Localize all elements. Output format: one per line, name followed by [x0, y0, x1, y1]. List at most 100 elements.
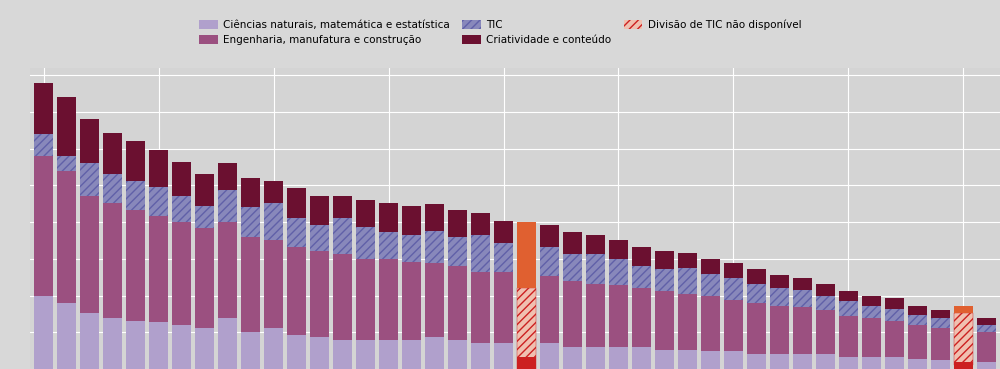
Bar: [172, 196, 191, 222]
Bar: [103, 174, 122, 203]
Bar: [195, 228, 214, 328]
Bar: [402, 235, 421, 262]
Bar: [540, 342, 559, 369]
Bar: [448, 237, 467, 266]
Bar: [701, 351, 720, 369]
Bar: [425, 337, 444, 369]
Bar: [862, 296, 881, 306]
Bar: [264, 328, 283, 369]
Bar: [333, 196, 352, 218]
Bar: [333, 255, 352, 339]
Bar: [402, 339, 421, 369]
Bar: [57, 97, 76, 156]
Bar: [379, 259, 398, 339]
Bar: [931, 328, 950, 360]
Bar: [448, 339, 467, 369]
Bar: [954, 362, 973, 369]
Bar: [954, 365, 973, 369]
Bar: [172, 325, 191, 369]
Bar: [517, 357, 536, 369]
Bar: [379, 339, 398, 369]
Bar: [540, 276, 559, 342]
Bar: [195, 174, 214, 206]
Bar: [885, 357, 904, 369]
Bar: [57, 171, 76, 303]
Bar: [724, 278, 743, 300]
Bar: [494, 221, 513, 243]
Bar: [632, 288, 651, 347]
Bar: [494, 272, 513, 342]
Bar: [701, 273, 720, 296]
Bar: [448, 266, 467, 339]
Bar: [310, 337, 329, 369]
Bar: [678, 350, 697, 369]
Bar: [563, 347, 582, 369]
Bar: [34, 156, 53, 296]
Bar: [747, 303, 766, 354]
Bar: [586, 347, 605, 369]
Bar: [287, 335, 306, 369]
Bar: [448, 210, 467, 237]
Bar: [793, 278, 812, 290]
Bar: [494, 243, 513, 272]
Bar: [793, 354, 812, 369]
Bar: [517, 222, 536, 288]
Bar: [908, 315, 927, 325]
Bar: [425, 263, 444, 337]
Bar: [218, 222, 237, 318]
Bar: [218, 190, 237, 222]
Bar: [356, 259, 375, 339]
Bar: [126, 141, 145, 181]
Bar: [517, 303, 536, 369]
Bar: [839, 316, 858, 357]
Bar: [563, 232, 582, 255]
Bar: [977, 332, 996, 362]
Bar: [724, 300, 743, 351]
Bar: [471, 342, 490, 369]
Bar: [333, 218, 352, 255]
Bar: [402, 206, 421, 235]
Bar: [356, 200, 375, 227]
Bar: [816, 296, 835, 310]
Bar: [287, 247, 306, 335]
Bar: [954, 306, 973, 313]
Bar: [195, 328, 214, 369]
Bar: [586, 284, 605, 347]
Bar: [931, 318, 950, 328]
Bar: [885, 321, 904, 357]
Bar: [747, 284, 766, 303]
Bar: [977, 325, 996, 332]
Bar: [885, 299, 904, 309]
Bar: [287, 218, 306, 247]
Bar: [80, 119, 99, 163]
Bar: [57, 303, 76, 369]
Bar: [103, 203, 122, 318]
Bar: [609, 347, 628, 369]
Bar: [310, 196, 329, 225]
Bar: [241, 237, 260, 332]
Bar: [103, 132, 122, 174]
Bar: [57, 156, 76, 171]
Bar: [494, 342, 513, 369]
Bar: [701, 296, 720, 351]
Bar: [908, 359, 927, 369]
Bar: [264, 203, 283, 240]
Bar: [287, 188, 306, 218]
Bar: [172, 222, 191, 325]
Bar: [80, 313, 99, 369]
Bar: [816, 310, 835, 354]
Bar: [425, 231, 444, 263]
Bar: [655, 350, 674, 369]
Bar: [34, 296, 53, 369]
Bar: [218, 318, 237, 369]
Bar: [747, 354, 766, 369]
Bar: [793, 290, 812, 307]
Bar: [241, 207, 260, 237]
Bar: [678, 253, 697, 268]
Bar: [862, 357, 881, 369]
Bar: [655, 269, 674, 291]
Bar: [333, 339, 352, 369]
Bar: [770, 354, 789, 369]
Bar: [862, 318, 881, 357]
Bar: [632, 266, 651, 288]
